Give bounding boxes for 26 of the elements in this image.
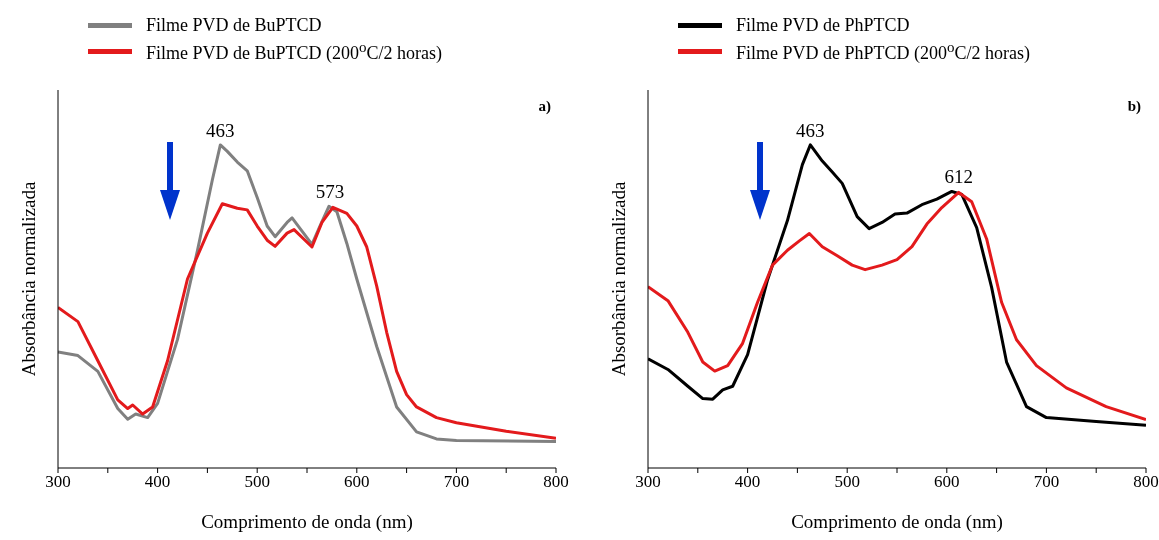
x-axis-title: Comprimento de onda (nm) <box>201 511 413 533</box>
x-tick-label: 400 <box>144 472 171 492</box>
annotation: 463 <box>206 119 235 141</box>
x-tick-label: 700 <box>1033 472 1060 492</box>
x-tick-label: 500 <box>834 472 860 492</box>
x-axis-title: Comprimento de onda (nm) <box>791 511 1003 533</box>
legend-label: Filme PVD de BuPTCD <box>146 14 322 36</box>
x-tick-label: 400 <box>734 472 761 492</box>
text: b) <box>1127 98 1141 115</box>
legend-label: Filme PVD de PhPTCD <box>736 14 910 36</box>
x-tick-label: 800 <box>543 472 569 492</box>
y-axis-title: Absorbância normalizada <box>607 181 629 377</box>
text: a) <box>538 98 551 115</box>
x-tick-label: 600 <box>344 472 370 492</box>
y-axis-title: Absorbância normalizada <box>17 181 39 377</box>
annotation: 612 <box>944 166 973 188</box>
x-tick-label: 800 <box>1133 472 1159 492</box>
x-tick-label: 500 <box>244 472 270 492</box>
x-tick-label: 300 <box>45 472 71 492</box>
annotation: 573 <box>315 181 345 203</box>
x-tick-label: 700 <box>443 472 470 492</box>
x-tick-label: 600 <box>934 472 960 492</box>
x-tick-label: 300 <box>635 472 661 492</box>
legend-label: Filme PVD de BuPTCD (200$^{o}$C/2 horas) <box>146 38 443 64</box>
annotation: 463 <box>796 119 825 141</box>
legend-label: Filme PVD de PhPTCD (200$^{o}$C/2 horas) <box>736 38 1031 64</box>
